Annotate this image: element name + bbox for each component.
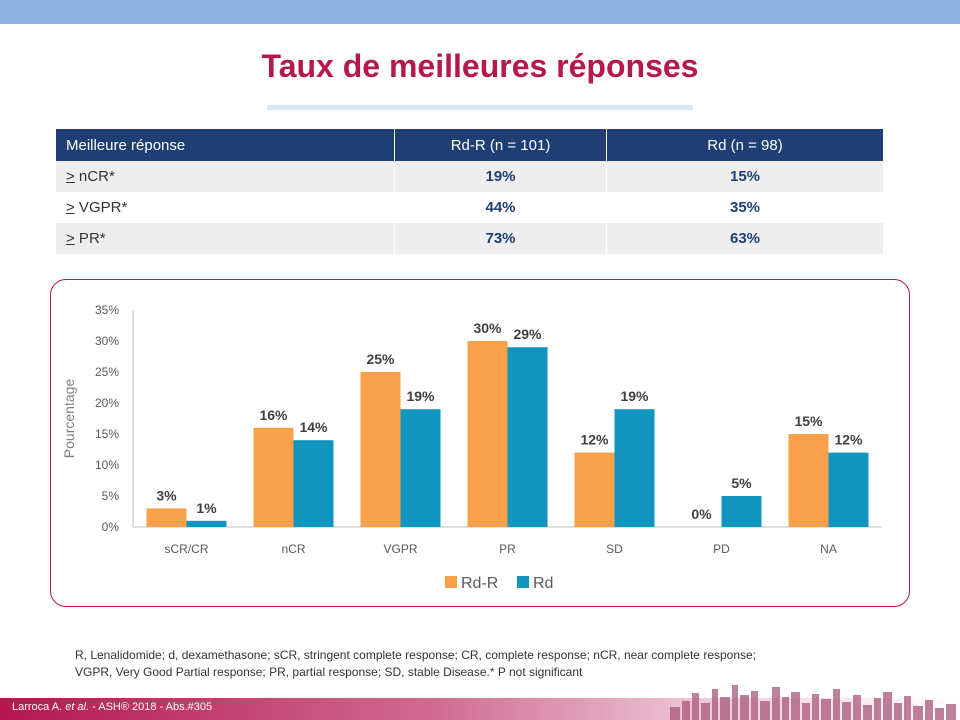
- footnote-line: R, Lenalidomide; d, dexamethasone; sCR, …: [75, 648, 757, 662]
- x-tick-label: sCR/CR: [165, 542, 209, 556]
- bar-rd: [828, 452, 869, 527]
- title-underline: [267, 105, 693, 110]
- cell-rd: 15%: [606, 161, 883, 192]
- bar-rd-r: [360, 372, 401, 527]
- bar-rd-r: [788, 434, 829, 527]
- y-axis-title: Pourcentage: [61, 379, 77, 459]
- city-skyline-image: [670, 685, 956, 720]
- x-tick-label: PR: [499, 542, 516, 556]
- data-label: 12%: [580, 432, 609, 448]
- cell-rd: 35%: [606, 192, 883, 223]
- data-label: 3%: [156, 487, 177, 503]
- legend-label: Rd-R: [461, 575, 498, 592]
- row-label: > nCR*: [56, 161, 395, 192]
- top-band: [0, 0, 960, 24]
- y-tick-label: 10%: [95, 458, 119, 472]
- bar-rd: [721, 496, 762, 527]
- bar-rd: [400, 409, 441, 527]
- row-label-text: PR*: [74, 230, 106, 247]
- data-label: 0%: [691, 506, 712, 522]
- bar-rd-r: [253, 427, 294, 527]
- citation-author: Larroca A.: [12, 701, 66, 713]
- chart-frame: [50, 279, 910, 607]
- header-rd: Rd (n = 98): [606, 129, 883, 161]
- table-row: > PR* 73% 63%: [56, 223, 883, 254]
- data-label: 30%: [473, 320, 502, 336]
- data-label: 19%: [406, 388, 435, 404]
- footnote: R, Lenalidomide; d, dexamethasone; sCR, …: [75, 647, 875, 681]
- row-label-text: VGPR*: [74, 199, 128, 216]
- ge-symbol: >: [66, 230, 75, 247]
- data-label: 1%: [196, 500, 217, 516]
- cell-rdr: 19%: [394, 161, 607, 192]
- x-tick-label: NA: [820, 542, 837, 556]
- legend-swatch-rd: [517, 576, 529, 588]
- bar-rd-r: [467, 341, 508, 527]
- citation-etal: et al.: [65, 701, 90, 713]
- bar-rd: [293, 440, 334, 527]
- y-tick-label: 5%: [102, 489, 120, 503]
- data-label: 15%: [794, 413, 823, 429]
- legend-swatch-rd-r: [445, 576, 457, 588]
- legend-label: Rd: [533, 575, 553, 592]
- ge-symbol: >: [66, 199, 75, 216]
- data-label: 29%: [513, 326, 542, 342]
- row-label: > VGPR*: [56, 192, 395, 223]
- footnote-line: VGPR, Very Good Partial response; PR, pa…: [75, 665, 583, 679]
- data-label: 19%: [620, 388, 649, 404]
- x-tick-label: nCR: [281, 542, 305, 556]
- table-row: > VGPR* 44% 35%: [56, 192, 883, 223]
- y-tick-label: 30%: [95, 334, 119, 348]
- cell-rdr: 73%: [394, 223, 607, 254]
- header-best-response: Meilleure réponse: [56, 129, 395, 161]
- cell-rd: 63%: [606, 223, 883, 254]
- y-tick-label: 20%: [95, 396, 119, 410]
- data-label: 5%: [731, 475, 752, 491]
- row-label: > PR*: [56, 223, 395, 254]
- header-rdr: Rd-R (n = 101): [394, 129, 607, 161]
- data-label: 25%: [366, 351, 395, 367]
- bar-rd-r: [146, 508, 187, 527]
- x-tick-label: SD: [606, 542, 623, 556]
- bar-rd: [186, 520, 227, 527]
- y-tick-label: 35%: [95, 303, 119, 317]
- table-header-row: Meilleure réponse Rd-R (n = 101) Rd (n =…: [56, 129, 883, 161]
- cell-rdr: 44%: [394, 192, 607, 223]
- y-tick-label: 15%: [95, 427, 119, 441]
- table-row: > nCR* 19% 15%: [56, 161, 883, 192]
- y-tick-label: 25%: [95, 365, 119, 379]
- response-table: Meilleure réponse Rd-R (n = 101) Rd (n =…: [56, 129, 883, 254]
- y-tick-label: 0%: [102, 520, 120, 534]
- bar-rd: [614, 409, 655, 527]
- data-label: 14%: [299, 419, 328, 435]
- bar-rd-r: [574, 452, 615, 527]
- citation: Larroca A. et al. - ASH® 2018 - Abs.#305: [12, 701, 212, 713]
- row-label-text: nCR*: [74, 168, 115, 185]
- x-tick-label: PD: [713, 542, 730, 556]
- data-label: 12%: [834, 432, 863, 448]
- bar-rd: [507, 347, 548, 527]
- x-tick-label: VGPR: [383, 542, 417, 556]
- slide-title: Taux de meilleures réponses: [261, 48, 699, 84]
- data-label: 16%: [259, 407, 288, 423]
- ge-symbol: >: [66, 168, 75, 185]
- citation-source: - ASH® 2018 - Abs.#305: [89, 701, 213, 713]
